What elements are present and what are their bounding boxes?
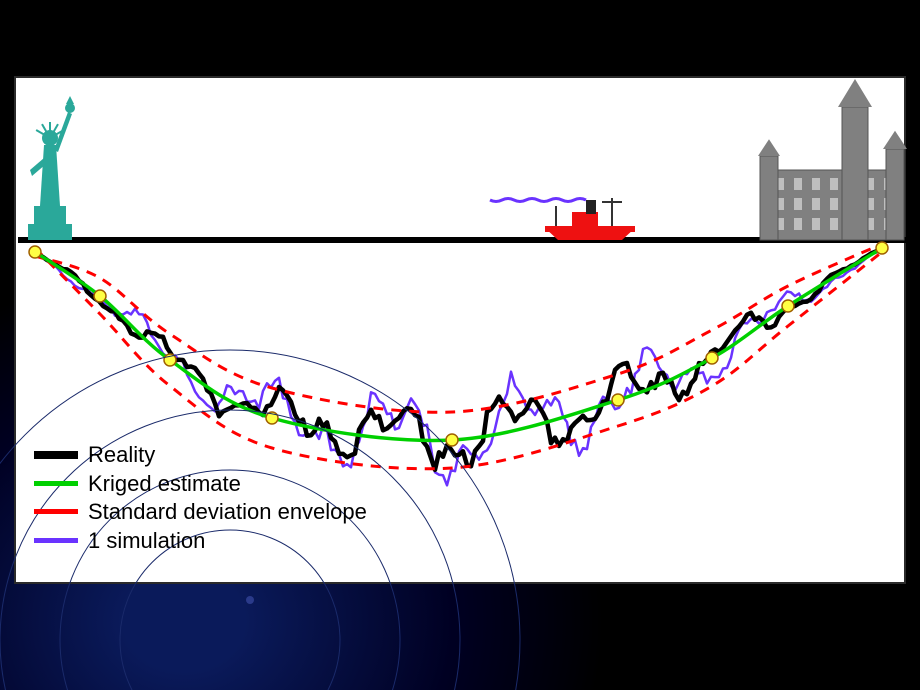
ship-icon (490, 198, 635, 240)
legend-row-sim: 1 simulation (34, 527, 367, 555)
legend-label: 1 simulation (88, 527, 205, 555)
kriged-node (29, 246, 41, 258)
legend-label: Reality (88, 441, 155, 469)
kriged-node (94, 290, 106, 302)
kriged-node (706, 352, 718, 364)
legend-row-reality: Reality (34, 441, 367, 469)
legend-row-envelope: Standard deviation envelope (34, 498, 367, 526)
kriged-node (446, 434, 458, 446)
kriged-node (782, 300, 794, 312)
legend-row-kriged: Kriged estimate (34, 470, 367, 498)
castle-icon (758, 79, 907, 240)
statue-of-liberty-icon (28, 96, 75, 240)
legend-swatch (34, 538, 78, 543)
kriged-node (876, 242, 888, 254)
legend-swatch (34, 509, 78, 514)
diagram-svg (0, 0, 920, 690)
legend: Reality Kriged estimate Standard deviati… (34, 440, 367, 555)
kriged-node (612, 394, 624, 406)
bg-dot (246, 596, 254, 604)
legend-swatch (34, 451, 78, 459)
legend-swatch (34, 481, 78, 486)
legend-label: Kriged estimate (88, 470, 241, 498)
legend-label: Standard deviation envelope (88, 498, 367, 526)
kriged-line (35, 248, 882, 440)
